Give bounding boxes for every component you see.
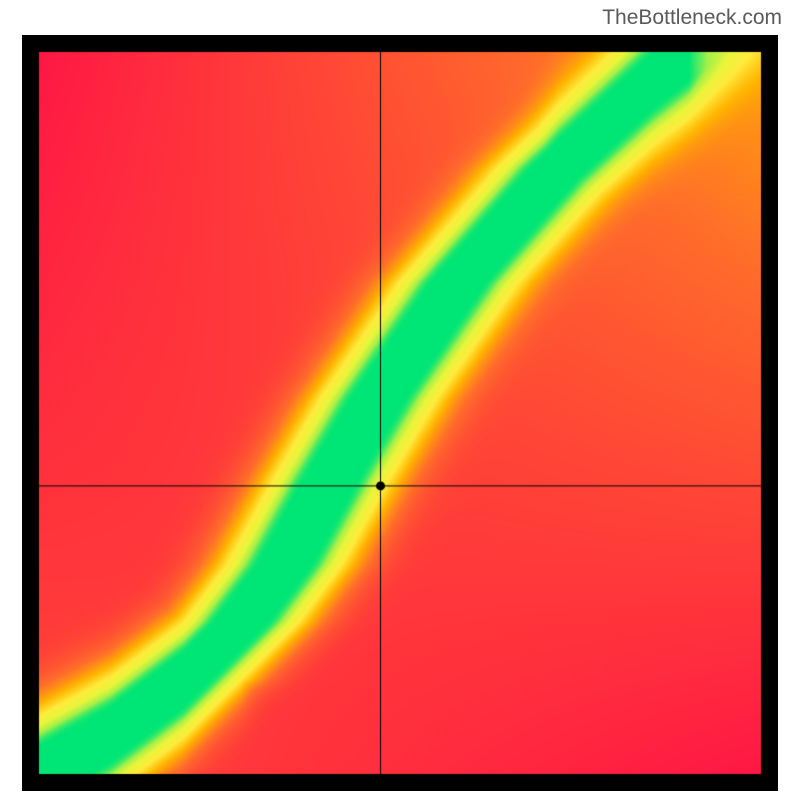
plot-frame: [22, 35, 778, 791]
chart-container: TheBottleneck.com: [0, 0, 800, 800]
watermark-text: TheBottleneck.com: [602, 6, 782, 30]
heatmap-canvas: [22, 35, 778, 791]
